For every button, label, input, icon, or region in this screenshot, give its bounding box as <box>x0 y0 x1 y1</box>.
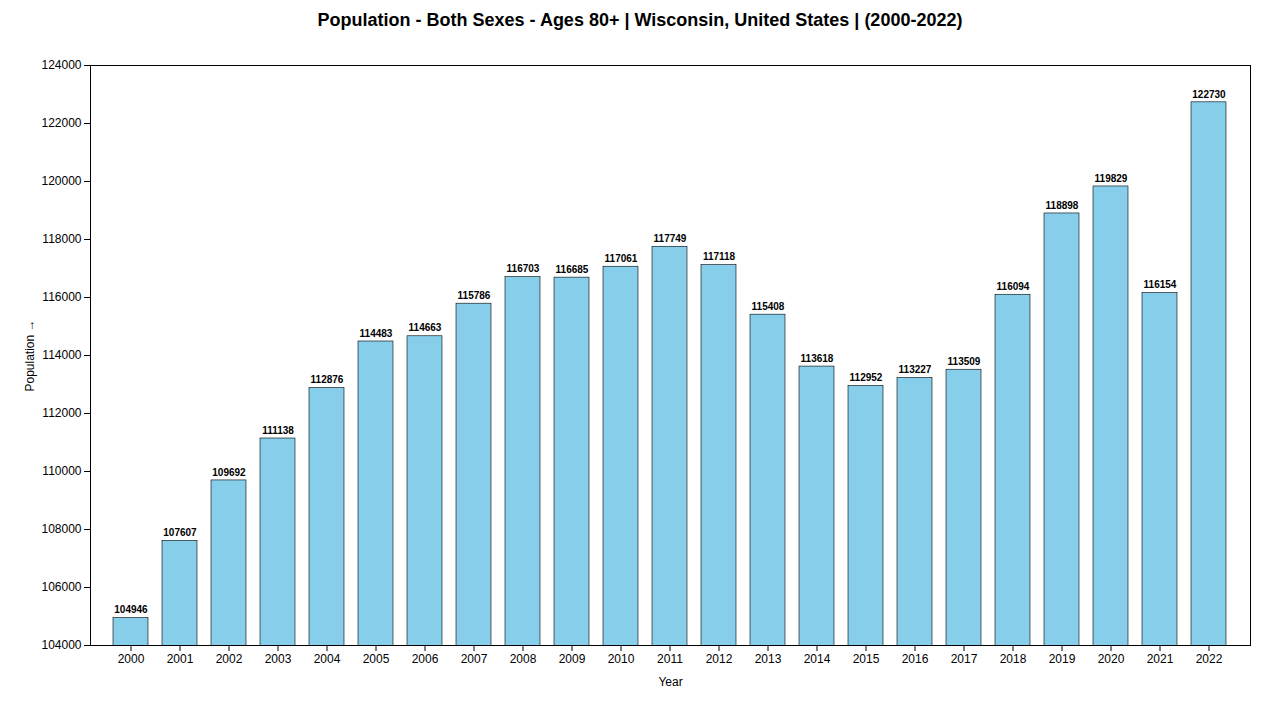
svg-text:108000: 108000 <box>41 522 81 536</box>
svg-text:113509: 113509 <box>948 356 981 367</box>
svg-text:2006: 2006 <box>412 652 439 666</box>
svg-text:116154: 116154 <box>1144 279 1177 290</box>
svg-text:114000: 114000 <box>42 348 81 362</box>
svg-text:Year: Year <box>658 675 682 689</box>
svg-text:118898: 118898 <box>1046 200 1079 211</box>
svg-text:111138: 111138 <box>262 425 294 436</box>
svg-text:112000: 112000 <box>42 406 81 420</box>
svg-text:115408: 115408 <box>752 301 785 312</box>
svg-text:2003: 2003 <box>265 652 292 666</box>
svg-text:104946: 104946 <box>114 604 148 615</box>
svg-text:2015: 2015 <box>853 652 880 666</box>
svg-text:2010: 2010 <box>608 652 635 666</box>
svg-text:2007: 2007 <box>461 652 488 666</box>
svg-text:118000: 118000 <box>42 232 81 246</box>
svg-text:2018: 2018 <box>1000 652 1027 666</box>
svg-text:107607: 107607 <box>163 527 197 538</box>
svg-text:2012: 2012 <box>706 652 733 666</box>
svg-text:2021: 2021 <box>1147 652 1174 666</box>
svg-text:2000: 2000 <box>118 652 145 666</box>
svg-text:113618: 113618 <box>801 353 834 364</box>
svg-text:116000: 116000 <box>42 290 81 304</box>
svg-text:Population →: Population → <box>23 319 37 391</box>
svg-text:2001: 2001 <box>167 652 194 666</box>
svg-text:110000: 110000 <box>42 464 81 478</box>
svg-text:106000: 106000 <box>41 580 81 594</box>
html-text:Population - Both Sexes - Ages: Population - Both Sexes - Ages 80+ | Wis… <box>317 10 963 30</box>
svg-text:2022: 2022 <box>1196 652 1223 666</box>
svg-text:117749: 117749 <box>654 233 687 244</box>
svg-text:2014: 2014 <box>804 652 831 666</box>
svg-text:2005: 2005 <box>363 652 390 666</box>
svg-text:109692: 109692 <box>212 467 246 478</box>
svg-text:2002: 2002 <box>216 652 243 666</box>
svg-text:2017: 2017 <box>951 652 978 666</box>
svg-text:116094: 116094 <box>997 281 1030 292</box>
svg-text:113227: 113227 <box>899 364 932 375</box>
svg-text:119829: 119829 <box>1095 173 1128 184</box>
svg-text:2009: 2009 <box>559 652 586 666</box>
svg-text:112952: 112952 <box>850 372 883 383</box>
svg-text:122000: 122000 <box>41 116 81 130</box>
svg-text:114483: 114483 <box>360 328 393 339</box>
svg-text:2013: 2013 <box>755 652 782 666</box>
svg-text:116703: 116703 <box>507 263 540 274</box>
svg-text:112876: 112876 <box>311 374 344 385</box>
svg-text:2008: 2008 <box>510 652 537 666</box>
svg-text:116685: 116685 <box>556 264 589 275</box>
svg-text:115786: 115786 <box>458 290 491 301</box>
svg-text:2020: 2020 <box>1098 652 1125 666</box>
svg-text:104000: 104000 <box>41 638 81 652</box>
svg-text:117118: 117118 <box>703 251 736 262</box>
svg-text:122730: 122730 <box>1192 89 1226 100</box>
svg-text:117061: 117061 <box>605 253 638 264</box>
svg-text:114663: 114663 <box>409 322 442 333</box>
svg-text:2016: 2016 <box>902 652 929 666</box>
svg-text:120000: 120000 <box>41 174 81 188</box>
svg-text:2011: 2011 <box>657 652 683 666</box>
svg-text:2019: 2019 <box>1049 652 1076 666</box>
svg-text:124000: 124000 <box>41 58 81 72</box>
svg-text:2004: 2004 <box>314 652 341 666</box>
